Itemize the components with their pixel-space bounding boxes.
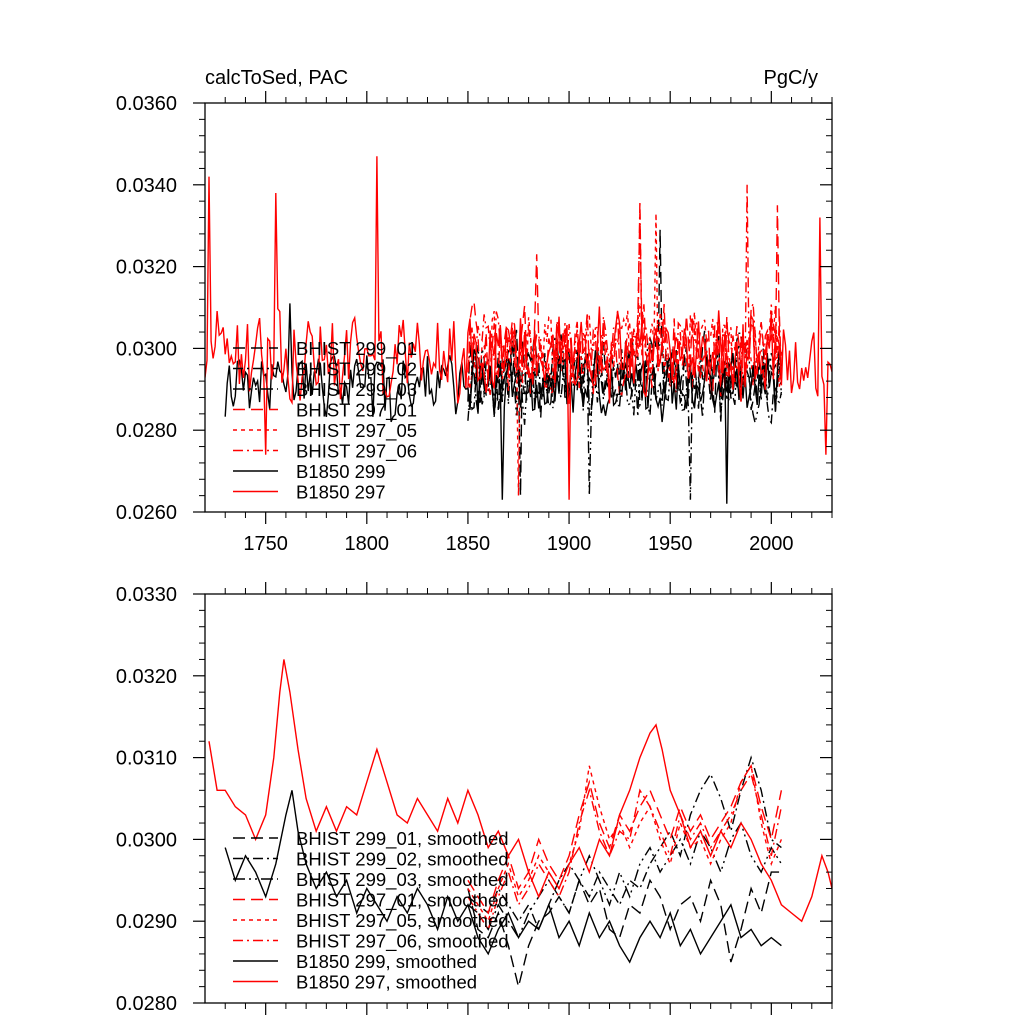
legend-label: B1850 297	[296, 482, 386, 503]
y-tick-label: 0.0310	[116, 748, 177, 770]
legend-label: BHIST 297_01	[296, 400, 417, 422]
x-tick-label: 1900	[547, 533, 592, 555]
series-line-8	[208, 659, 832, 923]
legend-label: BHIST 297_05	[296, 420, 417, 442]
y-tick-label: 0.0280	[116, 420, 177, 442]
y-tick-label: 0.0300	[116, 829, 177, 851]
y-tick-label: 0.0340	[116, 175, 177, 197]
y-tick-label: 0.0300	[116, 338, 177, 360]
x-tick-label: 2000	[749, 533, 794, 555]
top-panel: calcToSed, PAC PgC/y 0.0260 0.0280 0.0300 0…	[116, 67, 833, 555]
y-tick-label: 0.0290	[116, 911, 177, 933]
series-line-6	[467, 772, 783, 932]
legend-label: B1850 299	[296, 461, 386, 482]
legend-label: BHIST 297_06, smoothed	[296, 931, 509, 953]
y-tick-label: 0.0320	[116, 257, 177, 279]
series-line-1	[467, 871, 782, 987]
legend-label: BHIST 297_06	[296, 441, 417, 463]
x-tick-label: 1750	[243, 533, 288, 555]
legend-label: BHIST 299_03	[296, 379, 417, 401]
legend-label: BHIST 297_05, smoothed	[296, 910, 509, 932]
legend-label: B1850 297, smoothed	[296, 972, 477, 993]
series-line-8	[205, 156, 832, 500]
top-right-title: PgC/y	[764, 67, 818, 89]
y-tick-label: 0.0260	[116, 502, 177, 524]
series-line-4	[467, 764, 783, 915]
y-tick-label: 0.0360	[116, 93, 177, 115]
series-line-7	[224, 790, 782, 964]
series-line-2	[467, 755, 782, 932]
y-tick-label: 0.0320	[116, 666, 177, 688]
legend-label: BHIST 299_02	[296, 359, 417, 381]
x-tick-label: 1800	[345, 533, 390, 555]
top-left-title: calcToSed, PAC	[205, 67, 348, 89]
plot-frame	[204, 593, 833, 1004]
legend-label: B1850 299, smoothed	[296, 951, 477, 972]
bottom-panel: 0.0280 0.0290 0.0300 0.0310 0.0320 0.0330 BHIS…	[116, 582, 833, 1015]
legend-label: BHIST 299_01	[296, 338, 417, 360]
legend-label: BHIST 297_01, smoothed	[296, 890, 509, 912]
y-tick-label: 0.0280	[116, 993, 177, 1015]
legend-label: BHIST 299_03, smoothed	[296, 869, 509, 891]
legend-label: BHIST 299_02, smoothed	[296, 849, 509, 871]
legend-label: BHIST 299_01, smoothed	[296, 828, 509, 850]
x-tick-label: 1950	[648, 533, 693, 555]
x-tick-label: 1850	[446, 533, 491, 555]
y-tick-label: 0.0330	[116, 584, 177, 606]
series-line-5	[467, 763, 783, 923]
plot-frame	[204, 102, 833, 513]
series-line-3	[467, 821, 782, 940]
series-line-5	[467, 213, 783, 496]
